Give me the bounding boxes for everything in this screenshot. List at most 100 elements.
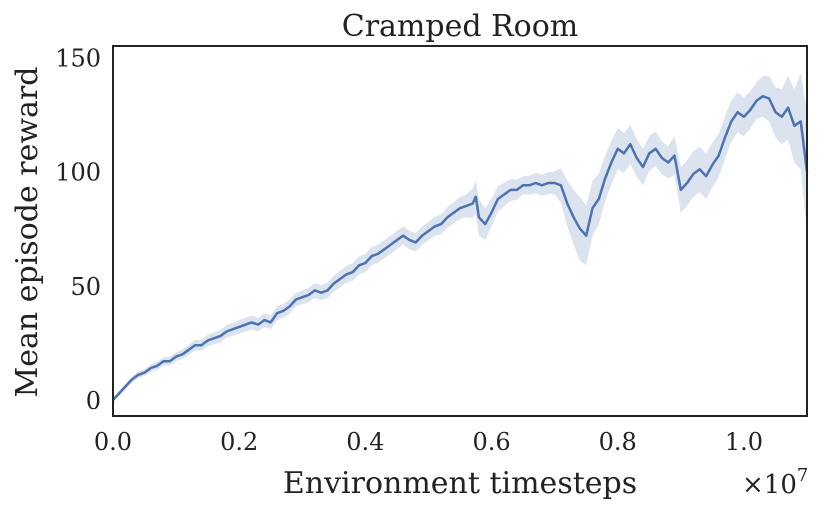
data-point (604, 177, 606, 180)
data-point (206, 339, 209, 342)
data-point (749, 109, 751, 111)
data-point (711, 164, 714, 166)
data-point (288, 305, 291, 308)
data-point (516, 189, 518, 191)
data-point (591, 207, 594, 209)
data-point (547, 182, 550, 184)
data-point (623, 152, 625, 155)
data-point (661, 157, 663, 159)
data-point (553, 182, 556, 184)
data-point (427, 230, 430, 232)
plot-frame (112, 45, 808, 417)
x-tick-label: 0.8 (599, 428, 637, 456)
x-tick-label: 0.6 (472, 428, 510, 456)
data-point (635, 157, 638, 159)
data-point (585, 234, 587, 237)
data-point (572, 216, 575, 219)
data-point (421, 234, 423, 237)
data-point (301, 296, 304, 299)
data-point (244, 323, 247, 326)
data-point (541, 184, 543, 187)
data-point (768, 97, 770, 100)
data-point (282, 310, 285, 312)
data-point (269, 321, 272, 324)
ticks-layer: 0.0 0.2 0.4 0.6 0.8 1.0 0 50 100 150 (55, 44, 763, 456)
data-point (717, 154, 720, 157)
data-point (118, 392, 121, 395)
data-point (383, 248, 386, 251)
data-point (787, 106, 789, 109)
data-point (181, 353, 184, 356)
y-tick-label: 150 (55, 44, 101, 72)
data-point (232, 328, 234, 331)
data-point (724, 136, 726, 139)
data-point (351, 271, 354, 273)
data-point (616, 148, 619, 150)
data-point (598, 198, 600, 200)
data-point (345, 273, 348, 276)
y-axis-label: Mean episode reward (10, 67, 45, 398)
data-point (257, 323, 259, 326)
data-point (225, 330, 228, 333)
x-axis-scale-label: ×107 (742, 465, 808, 500)
confidence-band (113, 73, 807, 403)
data-point (509, 189, 512, 191)
data-point (522, 184, 524, 187)
data-point (667, 161, 669, 164)
data-point (187, 349, 190, 351)
data-point (124, 385, 127, 388)
data-point (446, 216, 449, 219)
data-point (370, 255, 373, 257)
data-point (497, 198, 499, 200)
confidence-band-layer (113, 73, 807, 403)
series-points (112, 95, 808, 401)
data-point (364, 262, 367, 264)
data-point (415, 241, 417, 244)
data-point (389, 243, 392, 246)
data-point (774, 111, 777, 113)
data-point (238, 326, 240, 328)
data-point (200, 344, 203, 347)
data-point (213, 337, 215, 340)
data-point (566, 202, 569, 205)
data-point (610, 161, 613, 164)
data-point (402, 234, 405, 237)
data-point (307, 294, 310, 296)
data-point (680, 189, 682, 191)
data-point (434, 225, 436, 228)
data-point (560, 184, 562, 187)
data-point (698, 168, 701, 171)
data-point (175, 355, 177, 358)
data-point (263, 319, 266, 321)
data-point (705, 175, 707, 177)
data-point (251, 321, 253, 324)
data-point (528, 184, 531, 187)
data-point (295, 298, 297, 301)
data-point (654, 148, 657, 150)
data-point (320, 291, 323, 294)
x-axis-scale-exponent: 7 (797, 465, 808, 486)
data-point (503, 193, 506, 196)
data-point (150, 367, 152, 369)
data-point (137, 374, 139, 376)
data-point (440, 223, 442, 225)
data-point (478, 216, 480, 219)
data-point (629, 143, 632, 145)
data-point (579, 227, 581, 230)
series-line-layer (112, 94, 809, 401)
x-axis-label: Environment timesteps (283, 466, 637, 501)
x-tick-label: 0.4 (346, 428, 384, 456)
data-point (781, 116, 783, 118)
data-point (396, 239, 398, 241)
data-point (333, 282, 335, 285)
x-tick-label: 1.0 (725, 428, 763, 456)
data-point (736, 111, 739, 113)
data-point (490, 211, 493, 214)
y-tick-label: 100 (55, 159, 101, 187)
data-point (131, 378, 133, 381)
data-point (156, 365, 158, 367)
data-point (762, 95, 764, 97)
series-line (112, 94, 809, 401)
data-point (484, 223, 487, 225)
